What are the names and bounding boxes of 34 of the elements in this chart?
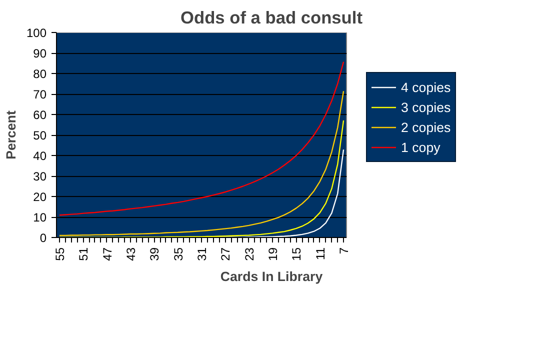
x-tick-label: 15 [290, 247, 304, 261]
x-tick-label: 55 [52, 247, 67, 261]
y-tick-label: 0 [40, 231, 47, 245]
y-tick-label: 90 [33, 46, 47, 60]
x-tick-label: 19 [266, 247, 280, 261]
x-tick-label: 51 [76, 247, 91, 261]
y-tick-label: 40 [33, 149, 47, 163]
x-tick-label: 43 [124, 247, 138, 261]
x-tick-label: 47 [100, 247, 114, 261]
legend-label: 4 copies [401, 80, 451, 94]
line-series [58, 90, 344, 236]
y-tick-label: 100 [26, 26, 47, 40]
legend-label: 2 copies [401, 120, 451, 134]
y-tick-label: 80 [33, 67, 47, 81]
x-tick-label: 35 [171, 247, 186, 261]
x-axis-title: Cards In Library [220, 268, 324, 284]
x-tick-label: 7 [337, 247, 352, 254]
line-series [58, 61, 344, 216]
legend-label: 3 copies [401, 100, 451, 114]
x-tick-label: 27 [218, 247, 233, 261]
y-axis-title: Percent [3, 110, 18, 160]
y-tick-label: 70 [33, 88, 47, 102]
line-series [58, 120, 344, 238]
x-tick-label: 31 [195, 247, 209, 261]
y-tick-label: 50 [33, 128, 47, 142]
x-tick-label: 39 [148, 247, 162, 261]
x-tick-label: 11 [313, 247, 328, 260]
y-tick-label: 10 [33, 210, 47, 224]
x-tick-label: 23 [242, 247, 256, 261]
y-tick-label: 30 [33, 170, 47, 184]
chart-title: Odds of a bad consult [180, 8, 363, 28]
y-tick-label: 20 [33, 190, 47, 204]
y-tick-label: 60 [33, 108, 47, 122]
legend-label: 1 copy [401, 140, 440, 154]
